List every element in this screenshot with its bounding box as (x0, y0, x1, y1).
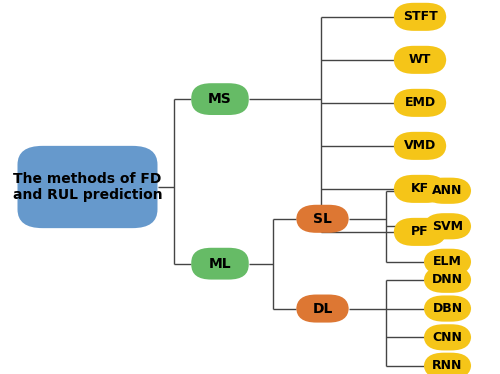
FancyBboxPatch shape (394, 132, 446, 160)
Text: ML: ML (208, 257, 232, 271)
FancyBboxPatch shape (424, 267, 471, 293)
Text: RNN: RNN (432, 359, 462, 372)
FancyBboxPatch shape (394, 46, 446, 74)
FancyBboxPatch shape (424, 249, 471, 275)
Text: WT: WT (409, 53, 431, 66)
Text: CNN: CNN (432, 331, 462, 344)
FancyBboxPatch shape (18, 146, 158, 228)
FancyBboxPatch shape (296, 205, 349, 233)
Text: KF: KF (411, 183, 429, 195)
Text: SL: SL (313, 212, 332, 226)
Text: ANN: ANN (432, 184, 462, 197)
Text: ELM: ELM (433, 255, 462, 268)
Text: MS: MS (208, 92, 232, 106)
FancyBboxPatch shape (424, 324, 471, 350)
Text: SVM: SVM (432, 220, 463, 233)
FancyBboxPatch shape (191, 83, 249, 115)
Text: DBN: DBN (432, 302, 462, 315)
FancyBboxPatch shape (191, 248, 249, 280)
FancyBboxPatch shape (394, 218, 446, 246)
Text: DL: DL (312, 301, 332, 316)
Text: DNN: DNN (432, 273, 463, 286)
FancyBboxPatch shape (394, 3, 446, 31)
Text: STFT: STFT (402, 10, 438, 23)
Text: The methods of FD
and RUL prediction: The methods of FD and RUL prediction (12, 172, 162, 202)
Text: VMD: VMD (404, 140, 436, 152)
Text: EMD: EMD (404, 96, 436, 109)
FancyBboxPatch shape (424, 295, 471, 322)
FancyBboxPatch shape (424, 213, 471, 239)
FancyBboxPatch shape (424, 353, 471, 374)
FancyBboxPatch shape (394, 89, 446, 117)
FancyBboxPatch shape (296, 295, 349, 322)
FancyBboxPatch shape (394, 175, 446, 203)
FancyBboxPatch shape (424, 178, 471, 204)
Text: PF: PF (411, 226, 429, 238)
